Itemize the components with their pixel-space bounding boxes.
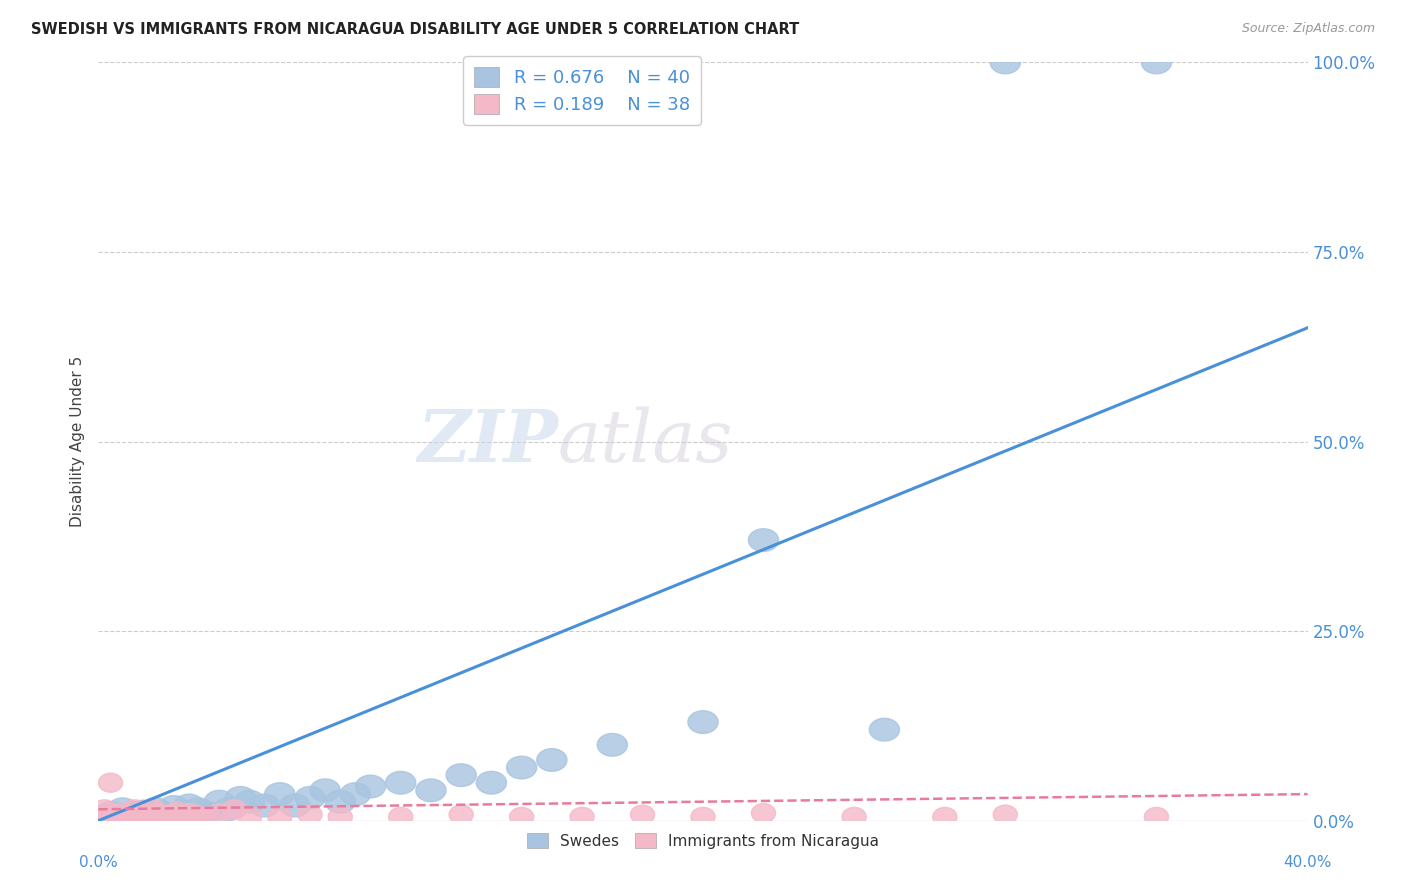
Ellipse shape: [183, 798, 214, 821]
Ellipse shape: [311, 779, 340, 802]
Ellipse shape: [159, 805, 183, 824]
Text: atlas: atlas: [558, 406, 734, 477]
Ellipse shape: [388, 807, 413, 826]
Ellipse shape: [1144, 807, 1168, 826]
Ellipse shape: [416, 779, 446, 802]
Ellipse shape: [193, 807, 217, 826]
Ellipse shape: [129, 809, 153, 828]
Ellipse shape: [449, 805, 474, 824]
Ellipse shape: [174, 794, 204, 817]
Ellipse shape: [207, 804, 232, 822]
Ellipse shape: [172, 807, 195, 826]
Ellipse shape: [477, 772, 506, 794]
Text: 0.0%: 0.0%: [79, 855, 118, 870]
Ellipse shape: [153, 807, 177, 826]
Ellipse shape: [159, 796, 188, 818]
Text: 40.0%: 40.0%: [1284, 855, 1331, 870]
Ellipse shape: [120, 807, 143, 826]
Ellipse shape: [120, 802, 150, 824]
Text: SWEDISH VS IMMIGRANTS FROM NICARAGUA DISABILITY AGE UNDER 5 CORRELATION CHART: SWEDISH VS IMMIGRANTS FROM NICARAGUA DIS…: [31, 22, 799, 37]
Ellipse shape: [117, 805, 141, 824]
Ellipse shape: [280, 794, 311, 817]
Ellipse shape: [98, 773, 122, 792]
Ellipse shape: [122, 800, 146, 819]
Ellipse shape: [193, 802, 222, 824]
Ellipse shape: [569, 807, 595, 826]
Ellipse shape: [298, 805, 322, 824]
Ellipse shape: [183, 805, 207, 824]
Ellipse shape: [165, 802, 195, 824]
Ellipse shape: [225, 787, 256, 809]
Ellipse shape: [141, 798, 172, 821]
Ellipse shape: [446, 764, 477, 787]
Ellipse shape: [141, 800, 165, 819]
Ellipse shape: [177, 804, 201, 822]
Ellipse shape: [125, 805, 156, 829]
Ellipse shape: [107, 798, 138, 821]
Ellipse shape: [107, 807, 132, 826]
Ellipse shape: [537, 748, 567, 772]
Ellipse shape: [93, 800, 117, 819]
Ellipse shape: [748, 529, 779, 551]
Ellipse shape: [267, 807, 292, 826]
Ellipse shape: [869, 718, 900, 741]
Ellipse shape: [356, 775, 385, 798]
Ellipse shape: [340, 783, 371, 805]
Ellipse shape: [688, 711, 718, 733]
Ellipse shape: [96, 807, 120, 826]
Ellipse shape: [842, 807, 866, 826]
Ellipse shape: [135, 803, 165, 826]
Ellipse shape: [264, 783, 295, 805]
Ellipse shape: [690, 807, 716, 826]
Ellipse shape: [101, 805, 132, 829]
Ellipse shape: [598, 733, 627, 756]
Ellipse shape: [506, 756, 537, 779]
Ellipse shape: [146, 804, 172, 822]
Ellipse shape: [165, 802, 190, 821]
Ellipse shape: [295, 787, 325, 809]
Text: ZIP: ZIP: [418, 406, 558, 477]
Ellipse shape: [132, 804, 156, 822]
Ellipse shape: [114, 803, 143, 826]
Ellipse shape: [993, 805, 1018, 824]
Ellipse shape: [990, 51, 1021, 74]
Ellipse shape: [932, 807, 957, 826]
Ellipse shape: [630, 805, 655, 824]
Ellipse shape: [138, 805, 162, 824]
Ellipse shape: [101, 804, 125, 822]
Ellipse shape: [1142, 51, 1171, 74]
Text: Source: ZipAtlas.com: Source: ZipAtlas.com: [1241, 22, 1375, 36]
Ellipse shape: [250, 794, 280, 817]
Ellipse shape: [146, 802, 177, 824]
Ellipse shape: [96, 802, 125, 824]
Ellipse shape: [129, 800, 159, 823]
Ellipse shape: [328, 807, 353, 826]
Y-axis label: Disability Age Under 5: Disability Age Under 5: [69, 356, 84, 527]
Ellipse shape: [325, 790, 356, 814]
Ellipse shape: [204, 790, 235, 814]
Ellipse shape: [111, 804, 135, 822]
Ellipse shape: [235, 790, 264, 814]
Ellipse shape: [222, 800, 246, 819]
Ellipse shape: [153, 805, 183, 828]
Ellipse shape: [214, 798, 243, 821]
Legend: Swedes, Immigrants from Nicaragua: Swedes, Immigrants from Nicaragua: [520, 827, 886, 855]
Ellipse shape: [385, 772, 416, 794]
Ellipse shape: [751, 804, 776, 822]
Ellipse shape: [509, 807, 534, 826]
Ellipse shape: [238, 807, 262, 826]
